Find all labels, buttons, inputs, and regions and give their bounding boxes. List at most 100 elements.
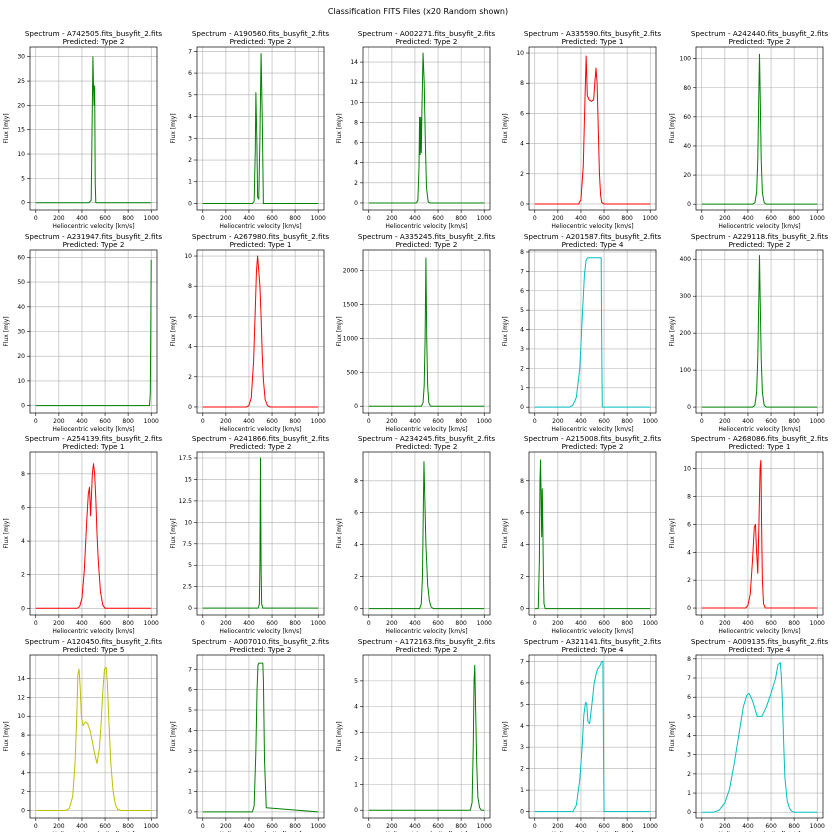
axes-frame [528,451,657,616]
y-tick-label: 2 [520,171,524,178]
x-tick-label: 600 [598,215,610,222]
subplot: Spectrum - A229118.fits_busyfit_2.fitsPr… [669,232,828,433]
x-axis-label: Heliocentric velocity [km/s] [52,426,134,433]
y-tick-label: 0 [354,200,358,207]
y-tick-label: 10 [350,99,358,106]
x-tick-label: 400 [76,823,88,830]
y-axis-label: Flux [mJy] [669,721,676,751]
y-tick-label: 2 [354,574,358,581]
y-axis-label: Flux [mJy] [502,316,509,346]
x-tick-label: 1000 [311,620,326,627]
y-tick-label: 7 [520,268,524,275]
x-tick-label: 400 [76,418,88,425]
y-axis-label: Flux [mJy] [3,518,10,548]
y-tick-label: 6 [188,70,192,77]
x-tick-label: 800 [289,215,301,222]
y-tick-label: 8 [21,732,25,739]
x-tick-label: 800 [455,418,467,425]
x-tick-label: 200 [552,215,564,222]
series-line [368,664,485,811]
y-tick-label: 20 [17,353,25,360]
y-axis-label: Flux [mJy] [336,113,343,143]
x-tick-label: 200 [53,418,65,425]
x-tick-label: 800 [455,823,467,830]
x-tick-label: 600 [266,215,278,222]
x-axis-label: Heliocentric velocity [km/s] [385,426,467,433]
subplot: Spectrum - A201587.fits_busyfit_2.fitsPr… [502,232,661,433]
series-line [701,459,818,609]
y-axis-label: Flux [mJy] [502,518,509,548]
x-tick-label: 400 [575,418,587,425]
axes-frame [695,46,824,211]
y-tick-label: 6 [21,504,25,511]
y-tick-label: 12 [17,694,25,701]
x-axis-label: Heliocentric velocity [km/s] [718,223,800,230]
subplot-title: Spectrum - A215008.fits_busyfit_2.fits [524,434,662,443]
series-line [534,660,651,813]
y-tick-label: 0 [21,200,25,207]
x-tick-label: 400 [76,620,88,627]
x-tick-label: 0 [367,215,371,222]
series-line [202,662,319,813]
x-axis-label: Heliocentric velocity [km/s] [219,426,301,433]
subplot-subtitle: Predicted: Type 2 [729,37,791,46]
x-tick-label: 200 [552,620,564,627]
y-tick-label: 60 [683,114,691,121]
y-tick-label: 40 [683,143,691,150]
y-tick-label: 10 [17,378,25,385]
x-tick-label: 1000 [477,620,492,627]
y-tick-label: 2 [687,771,691,778]
x-tick-label: 0 [34,620,38,627]
series-line [35,666,152,811]
x-tick-label: 600 [598,823,610,830]
y-tick-label: 2 [188,374,192,381]
x-tick-label: 800 [122,418,134,425]
subplot: Spectrum - A267980.fits_busyfit_2.fitsPr… [170,232,329,433]
y-tick-label: 4 [520,723,524,730]
y-tick-label: 5 [21,175,25,182]
x-tick-label: 1000 [643,418,658,425]
subplot-title: Spectrum - A120450.fits_busyfit_2.fits [25,637,163,646]
y-tick-label: 2.5 [182,584,192,591]
x-tick-label: 0 [700,823,704,830]
x-tick-label: 400 [243,620,255,627]
y-tick-label: 4 [188,727,192,734]
y-tick-label: 6 [687,694,691,701]
subplot-subtitle: Predicted: Type 2 [396,645,458,654]
x-tick-label: 800 [788,418,800,425]
subplot-subtitle: Predicted: Type 2 [562,442,624,451]
y-tick-label: 4 [354,704,358,711]
subplot: Spectrum - A190560.fits_busyfit_2.fitsPr… [170,29,329,230]
x-tick-label: 600 [432,823,444,830]
x-tick-label: 400 [76,215,88,222]
subplot: Spectrum - A335590.fits_busyfit_2.fitsPr… [502,29,661,230]
x-tick-label: 400 [243,215,255,222]
x-tick-label: 400 [742,418,754,425]
y-tick-label: 8 [21,471,25,478]
y-tick-label: 4 [520,542,524,549]
y-tick-label: 5 [687,713,691,720]
subplot-subtitle: Predicted: Type 4 [562,645,624,654]
y-tick-label: 0 [354,403,358,410]
subplot-title: Spectrum - A241866.fits_busyfit_2.fits [192,434,330,443]
y-tick-label: 200 [680,330,692,337]
x-tick-label: 200 [386,418,398,425]
x-tick-label: 400 [409,620,421,627]
x-tick-label: 0 [34,823,38,830]
y-tick-label: 1 [354,781,358,788]
x-tick-label: 800 [455,620,467,627]
x-tick-label: 1000 [311,418,326,425]
y-tick-label: 5 [520,701,524,708]
y-tick-label: 8 [188,283,192,290]
subplot-title: Spectrum - A172163.fits_busyfit_2.fits [358,637,496,646]
subplot-title: Spectrum - A009135.fits_busyfit_2.fits [691,637,829,646]
x-tick-label: 800 [621,620,633,627]
x-tick-label: 400 [409,823,421,830]
x-tick-label: 0 [533,620,537,627]
y-tick-label: 8 [520,80,524,87]
series-line [701,255,818,408]
series-line [202,457,319,609]
y-tick-label: 4 [188,114,192,121]
x-tick-label: 0 [700,620,704,627]
x-tick-label: 0 [700,215,704,222]
